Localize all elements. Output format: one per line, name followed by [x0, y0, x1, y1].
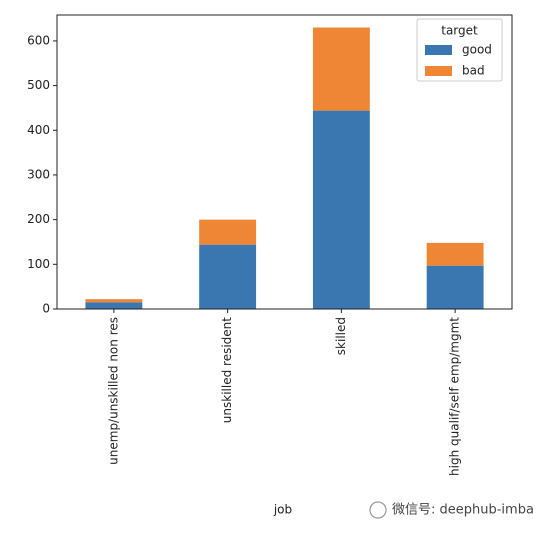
x-tick-label: high qualif/self emp/mgmt: [448, 317, 462, 476]
bar-segment: [199, 219, 257, 245]
bar-segment: [312, 27, 370, 111]
y-tick-label: 600: [27, 33, 50, 47]
x-tick-label: unemp/unskilled non res: [106, 317, 120, 465]
y-tick-label: 400: [27, 123, 50, 137]
bar-segment: [426, 265, 484, 309]
bar-segment: [85, 302, 143, 309]
bar-segment: [312, 110, 370, 309]
watermark-text: 微信号: deephub-imba: [392, 503, 534, 518]
legend-label: good: [462, 43, 492, 57]
y-tick-label: 100: [27, 257, 50, 271]
y-tick-label: 0: [42, 302, 50, 316]
x-tick-label: unskilled resident: [220, 317, 234, 423]
axes-frame: [56, 14, 513, 310]
x-axis-label: job: [273, 503, 292, 517]
y-tick-label: 500: [27, 78, 50, 92]
bar-segment: [426, 242, 484, 266]
bar-segment: [199, 244, 257, 309]
y-tick-label: 300: [27, 167, 50, 181]
legend-box: [416, 18, 503, 82]
legend-label: bad: [462, 64, 485, 78]
x-tick-label: skilled: [334, 317, 348, 355]
legend-title: target: [441, 24, 478, 38]
y-tick-label: 200: [27, 212, 50, 226]
bar-segment: [85, 299, 143, 303]
watermark-icon: [369, 501, 387, 519]
legend-swatch: [425, 66, 452, 76]
watermark: 微信号: deephub-imba: [369, 501, 534, 519]
legend-swatch: [425, 45, 452, 55]
